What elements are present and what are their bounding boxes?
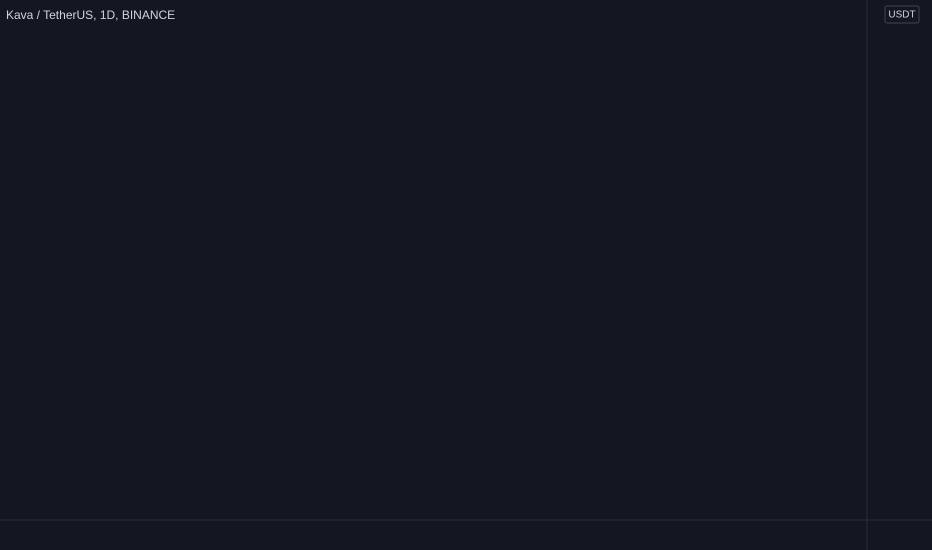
currency[interactable]: USDT	[888, 10, 915, 21]
chart-title: Kava / TetherUS, 1D, BINANCE	[6, 8, 175, 22]
currency-box[interactable]	[884, 5, 920, 24]
